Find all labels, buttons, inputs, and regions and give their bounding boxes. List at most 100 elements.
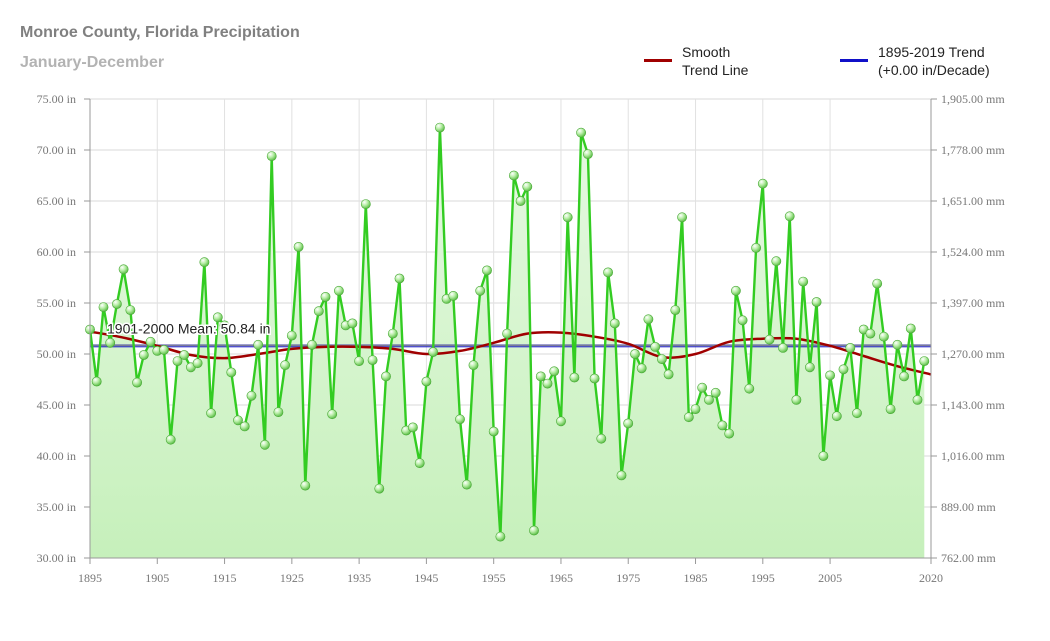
y-tick-label-9: 75.00 in xyxy=(37,92,76,106)
data-point-2013 xyxy=(879,331,889,342)
data-point-2011 xyxy=(865,328,876,339)
data-point-1900 xyxy=(118,264,129,275)
data-point-1935 xyxy=(354,356,364,366)
data-point-1925 xyxy=(286,330,297,341)
data-point-1958 xyxy=(509,170,519,181)
y2-tick-label-4: 1,270.00 mm xyxy=(941,347,1005,361)
x-tick-label-0: 1895 xyxy=(78,571,102,585)
legend-label-trend: 1895-2019 Trend (+0.00 in/Decade) xyxy=(878,43,990,79)
data-point-1937 xyxy=(367,355,378,365)
data-point-1927 xyxy=(300,480,311,491)
data-point-1989 xyxy=(717,420,728,431)
data-point-1972 xyxy=(603,267,613,278)
data-point-1917 xyxy=(233,415,243,426)
x-tick-label-12: 2020 xyxy=(919,571,943,585)
x-tick-label-2: 1915 xyxy=(213,571,237,585)
data-point-1949 xyxy=(448,290,459,301)
data-point-1909 xyxy=(179,350,190,360)
x-tick-label-5: 1945 xyxy=(414,571,438,585)
data-point-1943 xyxy=(407,422,418,433)
legend-swatch-smooth xyxy=(644,59,672,62)
data-point-2003 xyxy=(811,297,822,307)
data-point-1932 xyxy=(333,285,344,296)
data-point-1968 xyxy=(576,127,586,138)
data-point-1961 xyxy=(529,525,539,536)
data-point-1922 xyxy=(266,151,277,161)
data-point-2012 xyxy=(872,278,883,289)
x-tick-label-6: 1955 xyxy=(482,571,506,585)
data-point-1996 xyxy=(764,334,775,345)
data-point-1965 xyxy=(556,416,566,427)
y2-tick-label-8: 1,778.00 mm xyxy=(941,143,1005,157)
data-point-1984 xyxy=(683,412,694,423)
data-point-1898 xyxy=(105,337,116,348)
y-tick-label-7: 65.00 in xyxy=(37,194,76,208)
data-point-1919 xyxy=(246,390,257,401)
data-point-1939 xyxy=(381,371,391,382)
data-point-1979 xyxy=(650,341,661,352)
y2-tick-label-7: 1,651.00 mm xyxy=(941,194,1005,208)
data-point-2016 xyxy=(899,371,909,382)
data-point-1982 xyxy=(670,305,681,315)
x-tick-label-10: 1995 xyxy=(751,571,775,585)
data-point-1914 xyxy=(212,312,223,323)
x-tick-label-8: 1975 xyxy=(616,571,640,585)
data-point-1962 xyxy=(535,371,546,382)
data-point-1938 xyxy=(374,483,385,494)
x-tick-label-4: 1935 xyxy=(347,571,371,585)
data-point-1983 xyxy=(677,212,687,223)
data-point-1997 xyxy=(771,256,782,267)
data-point-2000 xyxy=(791,394,802,405)
data-point-2001 xyxy=(798,276,809,287)
x-tick-label-9: 1985 xyxy=(684,571,708,585)
data-point-1903 xyxy=(138,350,149,360)
data-point-1928 xyxy=(307,339,317,350)
data-point-1904 xyxy=(145,336,156,347)
legend-swatch-trend xyxy=(840,59,868,62)
data-point-1951 xyxy=(461,479,472,490)
data-point-1995 xyxy=(757,178,768,189)
data-point-2004 xyxy=(818,451,829,461)
data-point-1947 xyxy=(434,122,445,133)
data-point-1957 xyxy=(502,328,512,339)
data-point-2009 xyxy=(852,408,862,419)
data-point-1966 xyxy=(562,212,573,223)
x-tick-label-7: 1965 xyxy=(549,571,573,585)
data-point-1978 xyxy=(643,314,654,325)
legend-item-trend: 1895-2019 Trend (+0.00 in/Decade) xyxy=(840,43,990,79)
data-point-2006 xyxy=(831,411,842,422)
data-point-1908 xyxy=(172,356,183,366)
chart-subtitle: January-December xyxy=(20,54,165,71)
data-point-2019 xyxy=(919,356,930,366)
data-point-1902 xyxy=(132,377,142,388)
legend-label-smooth: Smooth Trend Line xyxy=(682,43,748,79)
data-point-1991 xyxy=(731,285,741,296)
legend-item-smooth: Smooth Trend Line xyxy=(644,43,748,79)
data-point-1896 xyxy=(91,376,102,387)
data-point-1987 xyxy=(704,394,714,405)
data-point-1988 xyxy=(710,387,721,398)
data-point-1936 xyxy=(360,199,371,209)
data-point-1971 xyxy=(596,433,607,444)
data-point-1992 xyxy=(737,315,748,326)
y2-tick-label-5: 1,397.00 mm xyxy=(941,296,1005,310)
y-tick-label-1: 35.00 in xyxy=(37,500,76,514)
data-point-1913 xyxy=(206,408,216,419)
y-tick-label-8: 70.00 in xyxy=(37,143,76,157)
data-point-1915 xyxy=(219,320,230,331)
data-point-1952 xyxy=(468,360,479,371)
data-point-1944 xyxy=(414,458,425,468)
data-point-1960 xyxy=(522,181,533,192)
data-point-1912 xyxy=(199,257,210,268)
data-point-2008 xyxy=(845,342,856,353)
data-point-1998 xyxy=(778,342,788,353)
data-point-1964 xyxy=(549,366,560,377)
y-tick-label-2: 40.00 in xyxy=(37,449,76,463)
data-point-1907 xyxy=(165,434,176,445)
y2-tick-label-0: 762.00 mm xyxy=(941,551,996,565)
data-point-1941 xyxy=(394,273,405,284)
mean-label: 1901-2000 Mean: 50.84 in xyxy=(107,320,270,336)
y2-tick-label-6: 1,524.00 mm xyxy=(941,245,1005,259)
data-point-1993 xyxy=(744,383,755,394)
data-point-1929 xyxy=(313,306,324,317)
